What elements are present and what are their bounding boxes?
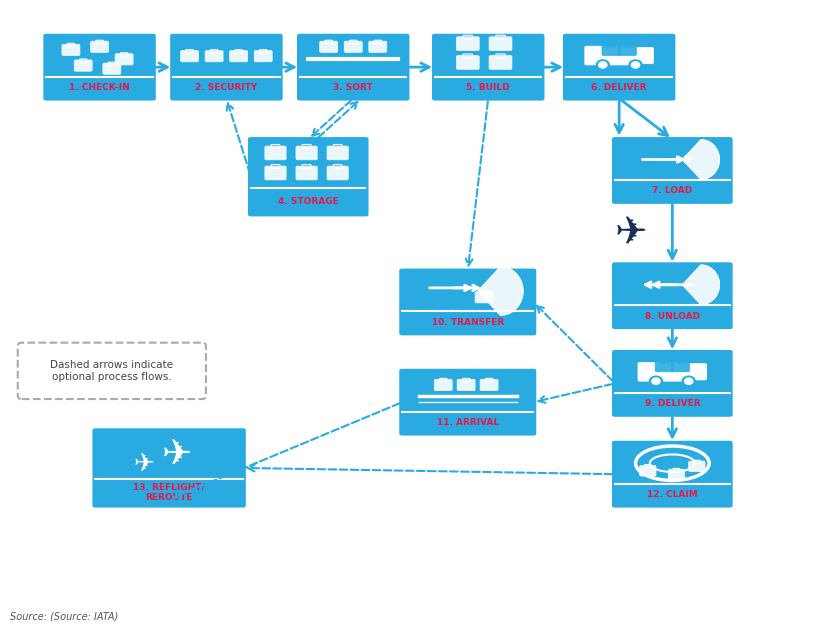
FancyBboxPatch shape: [640, 465, 656, 476]
FancyBboxPatch shape: [611, 349, 734, 418]
FancyBboxPatch shape: [296, 146, 317, 160]
Circle shape: [652, 378, 660, 384]
FancyBboxPatch shape: [344, 41, 362, 52]
Polygon shape: [478, 267, 523, 315]
Circle shape: [631, 62, 640, 68]
FancyBboxPatch shape: [627, 47, 654, 64]
FancyBboxPatch shape: [205, 50, 223, 62]
FancyBboxPatch shape: [296, 166, 317, 180]
Text: ✈: ✈: [134, 452, 155, 476]
FancyBboxPatch shape: [489, 55, 512, 69]
FancyBboxPatch shape: [247, 136, 369, 218]
Circle shape: [682, 376, 695, 386]
FancyBboxPatch shape: [475, 292, 493, 303]
FancyBboxPatch shape: [655, 360, 673, 372]
FancyBboxPatch shape: [618, 44, 636, 55]
Text: 11. ARRIVAL: 11. ARRIVAL: [437, 418, 499, 427]
FancyBboxPatch shape: [265, 146, 287, 160]
Text: 4. STORAGE: 4. STORAGE: [277, 197, 338, 206]
Text: 13. REFLIGHT/
REROUTE: 13. REFLIGHT/ REROUTE: [133, 482, 205, 502]
FancyBboxPatch shape: [103, 63, 121, 74]
Text: 5. BUILD: 5. BUILD: [466, 83, 510, 92]
Text: 9. DELIVER: 9. DELIVER: [644, 399, 700, 408]
FancyBboxPatch shape: [431, 33, 545, 102]
FancyBboxPatch shape: [62, 44, 80, 55]
FancyBboxPatch shape: [169, 33, 284, 102]
FancyBboxPatch shape: [489, 36, 512, 50]
FancyBboxPatch shape: [255, 50, 273, 62]
Text: 10. TRANSFER: 10. TRANSFER: [432, 318, 504, 327]
Polygon shape: [682, 265, 719, 304]
Text: 1. CHECK-IN: 1. CHECK-IN: [69, 83, 130, 92]
FancyBboxPatch shape: [611, 440, 734, 509]
Circle shape: [685, 378, 693, 384]
FancyBboxPatch shape: [562, 33, 677, 102]
FancyBboxPatch shape: [18, 343, 206, 399]
Text: 8. UNLOAD: 8. UNLOAD: [644, 311, 699, 321]
FancyBboxPatch shape: [585, 46, 633, 65]
FancyBboxPatch shape: [689, 461, 705, 472]
FancyBboxPatch shape: [398, 267, 537, 337]
Text: Source: (Source: IATA): Source: (Source: IATA): [10, 611, 118, 621]
Text: 6. DELIVER: 6. DELIVER: [591, 83, 647, 92]
FancyBboxPatch shape: [296, 33, 410, 102]
FancyBboxPatch shape: [672, 360, 690, 372]
FancyBboxPatch shape: [327, 166, 348, 180]
FancyBboxPatch shape: [369, 41, 387, 52]
FancyBboxPatch shape: [456, 36, 479, 50]
FancyBboxPatch shape: [115, 53, 133, 65]
FancyBboxPatch shape: [91, 427, 247, 509]
Text: 12. CLAIM: 12. CLAIM: [647, 490, 698, 499]
FancyBboxPatch shape: [668, 469, 685, 480]
FancyBboxPatch shape: [43, 33, 157, 102]
FancyBboxPatch shape: [398, 368, 537, 437]
FancyBboxPatch shape: [602, 44, 620, 55]
FancyBboxPatch shape: [456, 55, 479, 69]
FancyBboxPatch shape: [434, 379, 452, 391]
FancyBboxPatch shape: [681, 364, 707, 380]
FancyBboxPatch shape: [638, 362, 686, 381]
FancyBboxPatch shape: [74, 60, 92, 71]
Text: ✈: ✈: [615, 214, 648, 252]
Ellipse shape: [650, 455, 695, 472]
FancyBboxPatch shape: [90, 41, 108, 52]
FancyBboxPatch shape: [611, 261, 734, 330]
FancyBboxPatch shape: [480, 379, 498, 391]
Text: ✈: ✈: [163, 438, 192, 472]
Text: 2. SECURITY: 2. SECURITY: [195, 83, 258, 92]
Circle shape: [599, 62, 607, 68]
FancyBboxPatch shape: [181, 50, 199, 62]
FancyBboxPatch shape: [457, 379, 475, 391]
FancyBboxPatch shape: [230, 50, 248, 62]
Circle shape: [649, 376, 663, 386]
FancyBboxPatch shape: [265, 166, 287, 180]
Circle shape: [629, 60, 642, 70]
Circle shape: [596, 60, 609, 70]
Text: 3. SORT: 3. SORT: [333, 83, 373, 92]
FancyBboxPatch shape: [611, 136, 734, 205]
Text: Dashed arrows indicate
optional process flows.: Dashed arrows indicate optional process …: [50, 360, 173, 382]
Text: 7. LOAD: 7. LOAD: [652, 186, 692, 196]
Polygon shape: [682, 140, 719, 179]
FancyBboxPatch shape: [327, 146, 348, 160]
FancyBboxPatch shape: [319, 41, 337, 52]
